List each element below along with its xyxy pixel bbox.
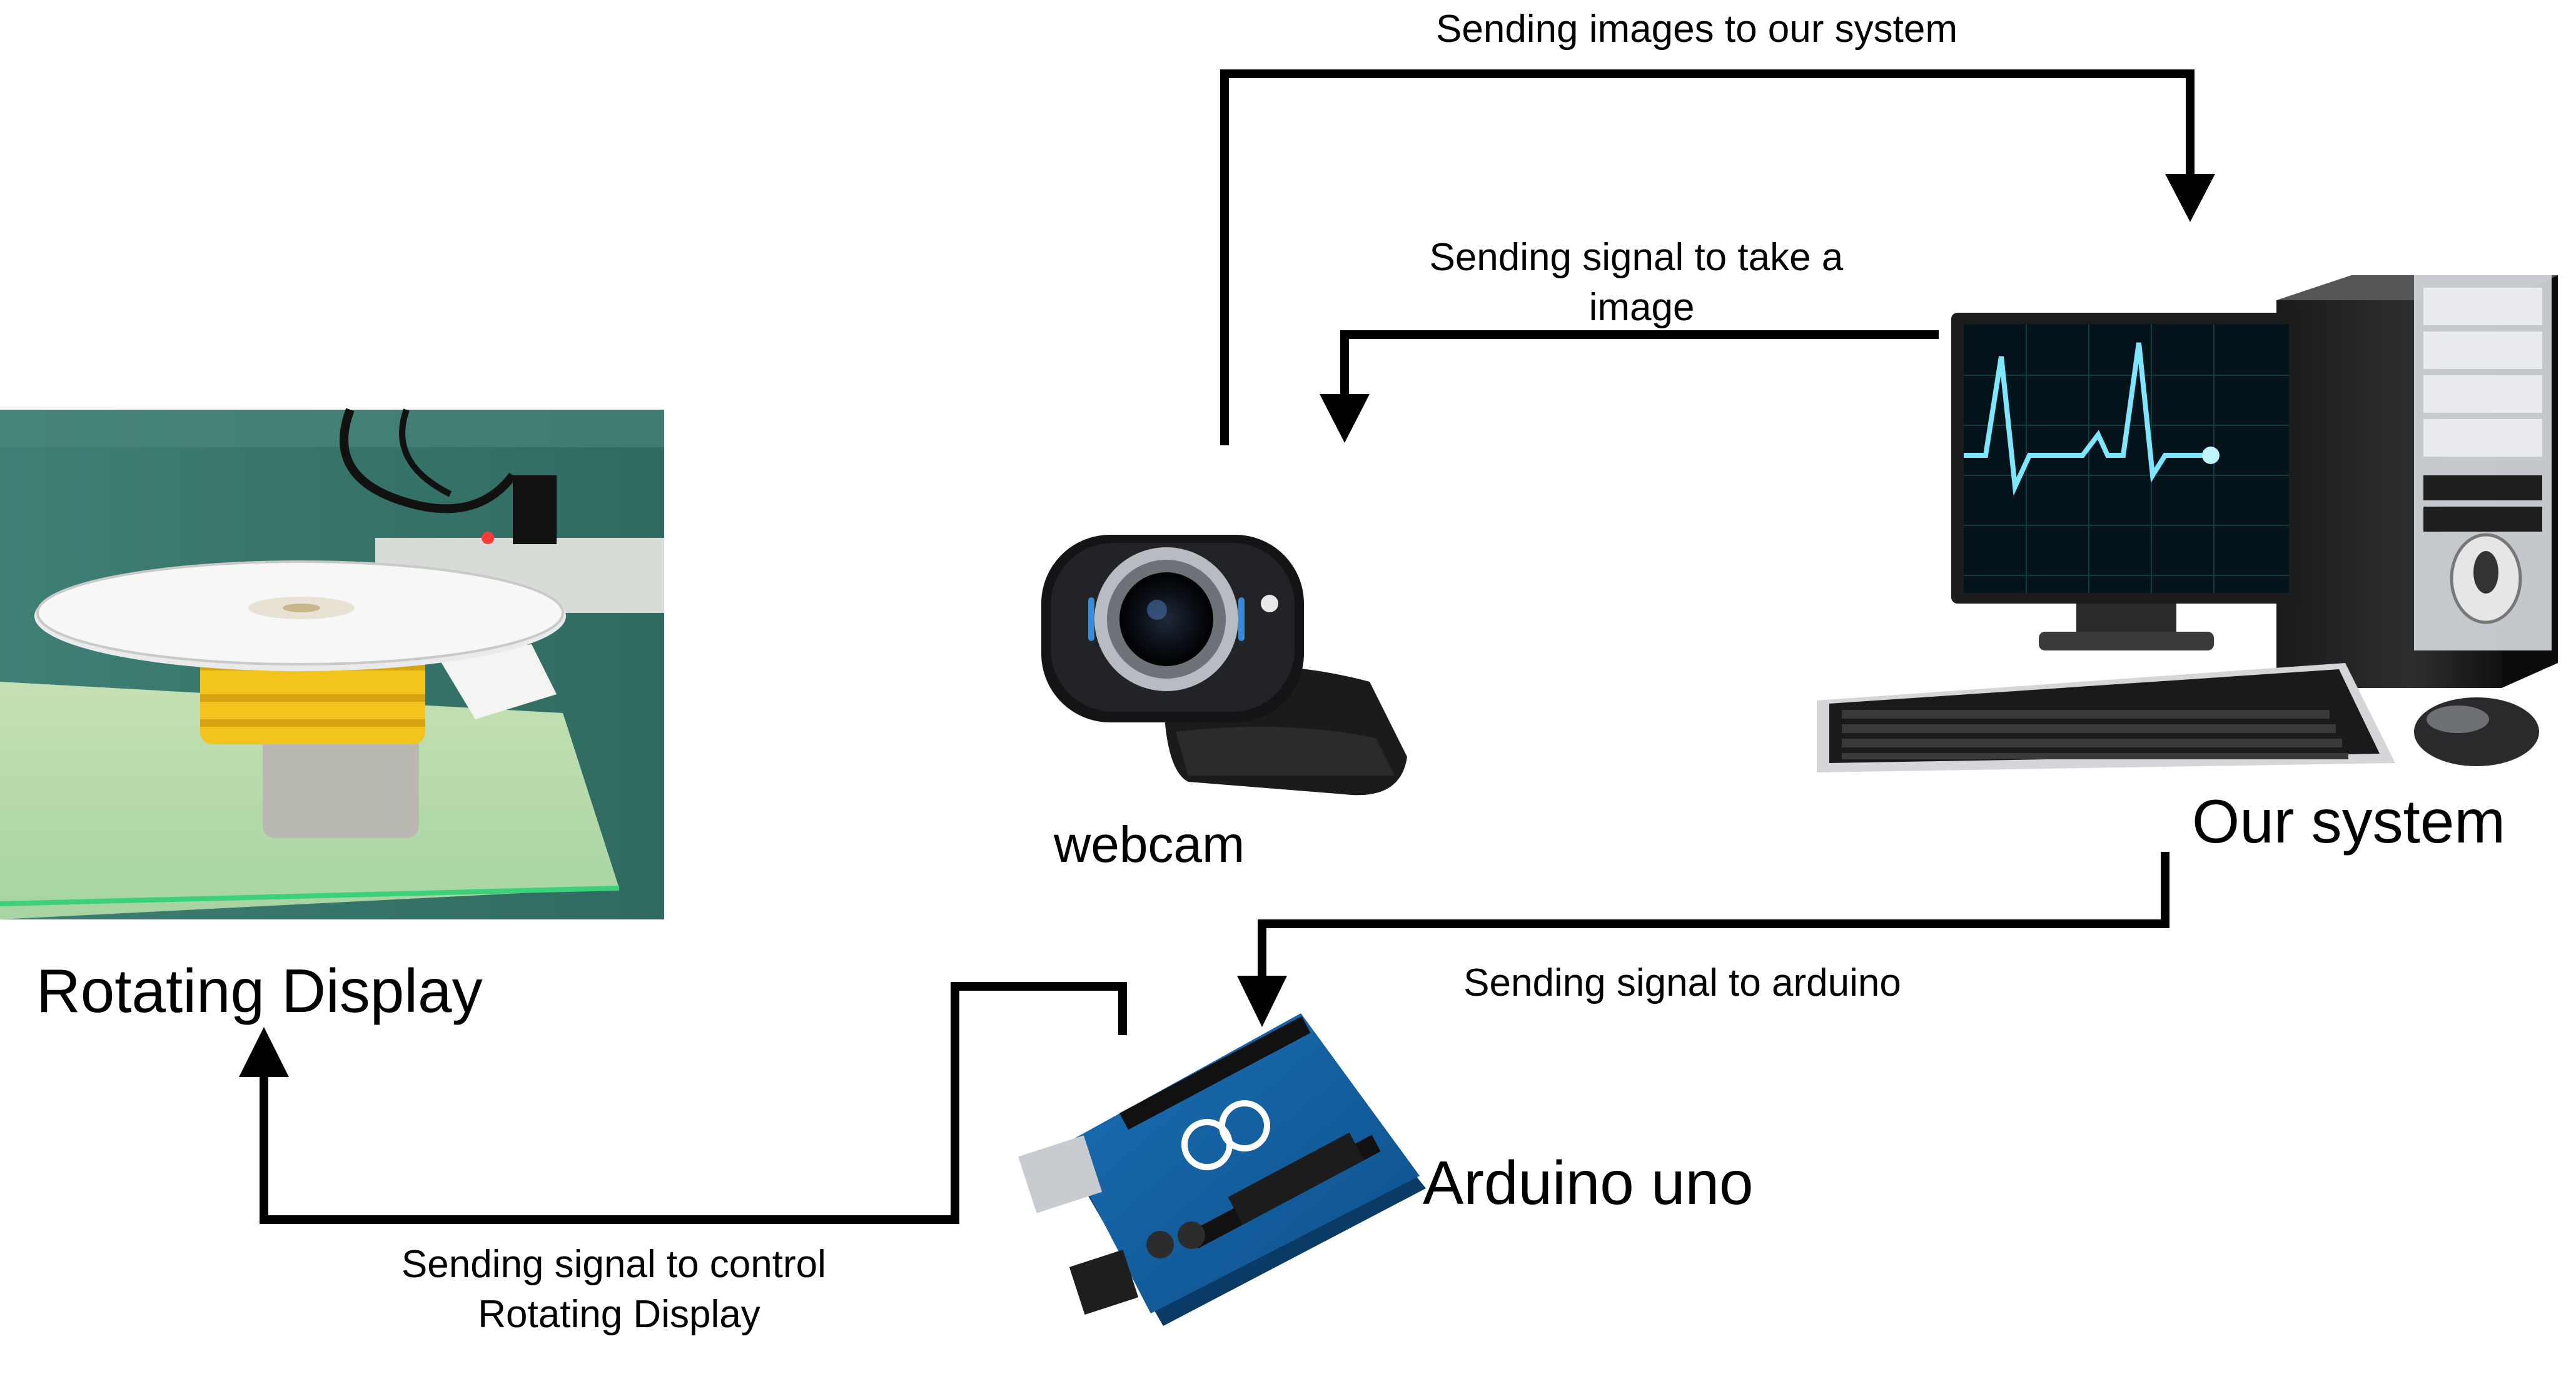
rotating-display-photo — [0, 408, 664, 919]
edge-label-to-arduino: Sending signal to arduino — [1463, 961, 1901, 1004]
arduino-image — [1018, 1013, 1426, 1326]
arrowhead-rotating-display — [239, 1027, 289, 1077]
node-label-webcam: webcam — [1053, 816, 1245, 873]
edge-label-images-to-system: Sending images to our system — [1436, 8, 1957, 51]
edge-label-take-image: Sending signal to take a image — [1429, 236, 1854, 329]
node-label-arduino-uno: Arduino uno — [1423, 1148, 1754, 1217]
computer-image — [1817, 275, 2558, 772]
edge-label-control-display: Sending signal to control Rotating Displ… — [402, 1243, 837, 1336]
arrowhead-webcam — [1320, 394, 1370, 443]
node-label-rotating-display: Rotating Display — [36, 956, 483, 1025]
arrowhead-system — [2165, 174, 2215, 222]
node-label-our-system: Our system — [2192, 787, 2505, 856]
arrow-images-to-system — [1220, 69, 2195, 445]
arrow-take-image — [1340, 330, 1939, 400]
arrowhead-arduino — [1237, 976, 1287, 1027]
webcam-image — [1041, 535, 1407, 796]
arrow-to-arduino — [1258, 852, 2169, 981]
arrow-control-display — [260, 982, 1127, 1224]
